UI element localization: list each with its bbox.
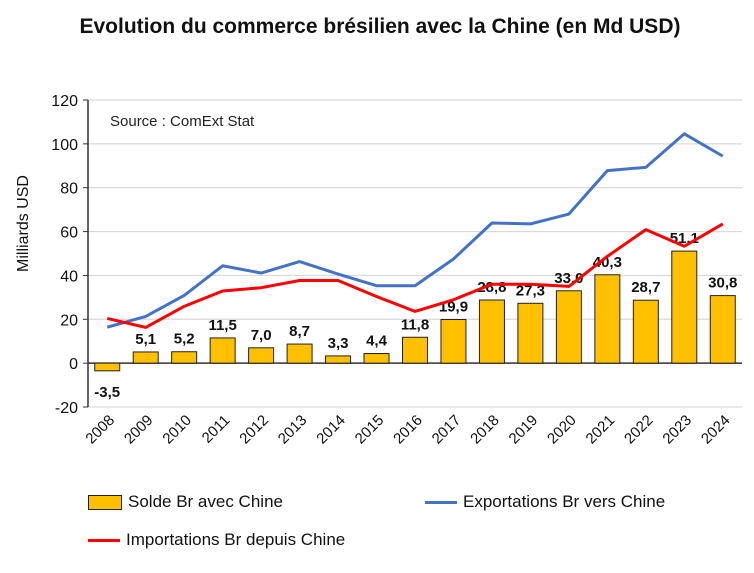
x-tick-label: 2018	[467, 412, 503, 448]
x-tick-label: 2009	[121, 412, 157, 448]
bar	[517, 302, 544, 364]
bar	[440, 319, 467, 364]
bar	[209, 337, 236, 364]
legend-label: Exportations Br vers Chine	[463, 492, 666, 511]
y-tick-label: 60	[60, 225, 78, 242]
data-label: 7,0	[251, 327, 272, 344]
data-label: 27,3	[516, 282, 545, 299]
x-tick-label: 2014	[313, 412, 349, 448]
x-tick-label: 2013	[275, 412, 311, 448]
data-label: 40,3	[593, 254, 622, 271]
exports-line	[106, 132, 724, 329]
x-tick-label: 2020	[544, 412, 580, 448]
x-tick-label: 2017	[429, 412, 465, 448]
y-axis-label: Milliards USD	[15, 175, 32, 272]
data-label: 8,7	[289, 323, 310, 340]
bar	[325, 355, 352, 364]
data-label: 11,5	[208, 317, 236, 334]
bar	[709, 295, 736, 364]
x-tick-label: 2023	[660, 412, 696, 448]
x-tick-label: 2008	[82, 412, 118, 448]
data-label: 5,2	[174, 331, 195, 348]
y-tick-label: 100	[51, 137, 78, 154]
data-label: -3,5	[94, 384, 120, 401]
data-label: 28,7	[631, 279, 660, 296]
data-label: 4,4	[366, 332, 388, 349]
bar	[555, 290, 582, 364]
legend-label: Solde Br avec Chine	[128, 492, 283, 511]
data-label: 5,1	[135, 331, 156, 348]
x-tick-label: 2010	[159, 412, 195, 448]
x-tick-label: 2024	[698, 412, 734, 448]
y-tick-label: 20	[60, 312, 78, 329]
y-tick-label: 0	[69, 356, 78, 373]
data-label: 30,8	[708, 275, 737, 292]
bar	[402, 336, 428, 364]
y-tick-label: 40	[60, 268, 78, 285]
bar	[478, 299, 505, 364]
x-tick-label: 2022	[621, 412, 657, 448]
bar	[94, 362, 121, 372]
legend-item-bar: Solde Br avec Chine	[88, 492, 283, 512]
chart-title: Evolution du commerce brésilien avec la …	[79, 15, 681, 38]
x-tick-label: 2019	[506, 412, 542, 448]
bar	[632, 299, 659, 364]
y-tick-label: -20	[55, 400, 78, 417]
legend-item-imports: Importations Br depuis Chine	[88, 530, 345, 550]
x-tick-label: 2011	[199, 412, 234, 447]
legend-swatch	[88, 538, 120, 542]
bar	[594, 274, 621, 364]
y-tick-label: 120	[51, 93, 78, 110]
legend-item-exports: Exportations Br vers Chine	[425, 492, 665, 512]
data-label: 3,3	[328, 335, 349, 352]
x-tick-label: 2012	[236, 412, 272, 448]
bar	[171, 351, 198, 364]
legend-label: Importations Br depuis Chine	[126, 530, 346, 549]
x-tick-label: 2016	[390, 412, 426, 448]
bar	[363, 352, 390, 364]
bar	[248, 347, 275, 364]
x-tick-label: 2021	[583, 412, 619, 448]
legend-swatch	[425, 500, 457, 504]
data-label: 11,8	[401, 316, 429, 333]
y-tick-label: 80	[60, 181, 78, 198]
legend-swatch	[88, 494, 122, 510]
source-annotation: Source : ComExt Stat	[110, 113, 255, 130]
bar	[286, 343, 313, 364]
bar	[671, 250, 698, 364]
x-tick-label: 2015	[352, 412, 388, 448]
bar	[132, 351, 159, 364]
